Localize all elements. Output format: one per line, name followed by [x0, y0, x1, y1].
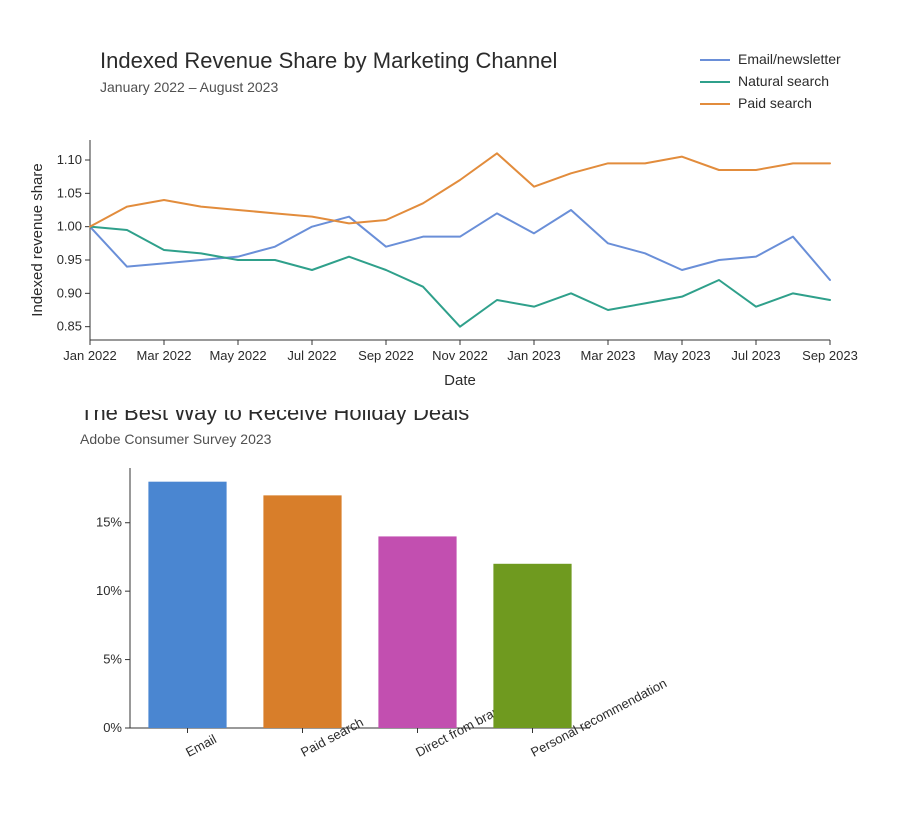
line-chart-title: Indexed Revenue Share by Marketing Chann…: [100, 48, 557, 73]
legend-label-1: Natural search: [738, 73, 829, 89]
line-chart-x-label: Date: [444, 372, 476, 389]
bar-0: [148, 482, 226, 728]
line-series-1: [90, 227, 830, 327]
bar-3: [493, 564, 571, 728]
bar-chart-title: The Best Way to Receive Holiday Deals: [80, 410, 469, 425]
line-chart-y-label: Indexed revenue share: [29, 163, 46, 316]
page-root: Indexed Revenue Share by Marketing Chann…: [0, 0, 919, 839]
line-chart-xtick-label: Mar 2023: [581, 348, 636, 363]
bar-chart-ytick-label: 10%: [96, 583, 122, 598]
bar-chart-ytick-label: 15%: [96, 515, 122, 530]
legend-label-0: Email/newsletter: [738, 51, 841, 67]
line-chart-xtick-label: Jul 2023: [731, 348, 780, 363]
line-chart-ytick-label: 0.85: [57, 319, 82, 334]
line-chart-xtick-label: Nov 2022: [432, 348, 488, 363]
line-chart-block: Indexed Revenue Share by Marketing Chann…: [20, 30, 919, 400]
line-chart-ytick-label: 0.90: [57, 285, 82, 300]
line-chart-xtick-label: Jul 2022: [287, 348, 336, 363]
line-chart-ytick-label: 0.95: [57, 252, 82, 267]
line-chart-xtick-label: May 2022: [209, 348, 266, 363]
bar-chart-svg: The Best Way to Receive Holiday Deals Ado…: [70, 410, 690, 820]
legend-label-2: Paid search: [738, 95, 812, 111]
line-series-2: [90, 153, 830, 226]
bar-1: [263, 495, 341, 728]
line-chart-subtitle: January 2022 – August 2023: [100, 79, 278, 95]
line-chart-xtick-label: Jan 2023: [507, 348, 561, 363]
line-chart-xtick-label: Sep 2023: [802, 348, 858, 363]
line-chart-ytick-label: 1.00: [57, 219, 82, 234]
line-chart-xtick-label: Mar 2022: [137, 348, 192, 363]
line-chart-svg: Indexed Revenue Share by Marketing Chann…: [20, 30, 919, 400]
bar-chart-subtitle: Adobe Consumer Survey 2023: [80, 431, 272, 447]
bar-chart-ytick-label: 0%: [103, 720, 122, 735]
line-chart-ytick-label: 1.05: [57, 185, 82, 200]
line-chart-ytick-label: 1.10: [57, 152, 82, 167]
bar-chart-ytick-label: 5%: [103, 652, 122, 667]
line-series-0: [90, 210, 830, 280]
line-chart-xtick-label: May 2023: [653, 348, 710, 363]
bar-chart-block: The Best Way to Receive Holiday Deals Ado…: [70, 410, 690, 820]
line-chart-xtick-label: Jan 2022: [63, 348, 117, 363]
bar-chart-xtick-label: Email: [183, 731, 219, 760]
line-chart-xtick-label: Sep 2022: [358, 348, 414, 363]
bar-2: [378, 536, 456, 728]
